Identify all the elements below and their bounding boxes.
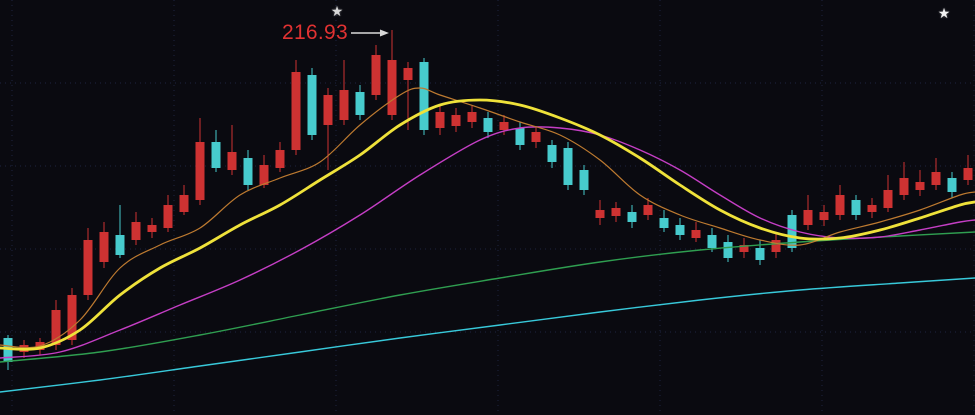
candle-bullish	[371, 55, 381, 95]
candle-bullish	[227, 152, 237, 170]
candle-bullish	[163, 205, 173, 228]
candle-bullish	[259, 165, 269, 185]
ma-line-ma-fast-orange	[0, 87, 975, 349]
ma-line-ma-long-cyan	[0, 277, 975, 393]
candle-bullish	[835, 195, 845, 215]
candle-bullish	[435, 112, 445, 128]
candle-bullish	[803, 210, 813, 225]
candle-bullish	[643, 205, 653, 215]
candle-bullish	[963, 168, 973, 180]
candle-bearish	[515, 128, 525, 145]
candle-bullish	[867, 205, 877, 212]
candle-bearish	[627, 212, 637, 222]
candle-bearish	[707, 235, 717, 248]
candle-bearish	[579, 170, 589, 190]
candle-bearish	[851, 200, 861, 215]
candle-bullish	[819, 212, 829, 220]
candle-bearish	[483, 118, 493, 132]
candle-bearish	[723, 242, 733, 258]
candle-bearish	[755, 248, 765, 260]
candle-bullish	[739, 245, 749, 252]
ma-line-ma-mid-magenta	[0, 126, 975, 359]
candle-bullish	[179, 195, 189, 212]
candle-bullish	[131, 222, 141, 240]
candle-bearish	[243, 158, 253, 185]
candle-bullish	[339, 90, 349, 120]
candle-bearish	[355, 92, 365, 115]
candle-bullish	[51, 310, 61, 345]
candle-bullish	[99, 232, 109, 262]
candle-bullish	[611, 208, 621, 216]
candle-bearish	[563, 148, 573, 185]
candle-bullish	[531, 132, 541, 142]
candle-bullish	[83, 240, 93, 295]
candle-bullish	[691, 230, 701, 238]
candle-bearish	[3, 338, 13, 362]
candle-bullish	[771, 240, 781, 252]
candle-bearish	[419, 62, 429, 130]
candle-bearish	[115, 235, 125, 255]
candle-bearish	[947, 178, 957, 192]
candle-bullish	[883, 190, 893, 208]
candle-bullish	[931, 172, 941, 185]
candle-bearish	[659, 218, 669, 228]
candle-bearish	[675, 225, 685, 235]
candle-bullish	[291, 72, 301, 150]
candle-bullish	[595, 210, 605, 218]
candle-bullish	[915, 182, 925, 190]
ma-line-ma-main-yellow	[0, 98, 975, 351]
candle-bullish	[467, 112, 477, 122]
candle-bullish	[323, 95, 333, 125]
candle-bullish	[147, 225, 157, 232]
candle-bearish	[787, 215, 797, 248]
candle-bullish	[195, 142, 205, 200]
candle-bullish	[451, 115, 461, 126]
candle-bullish	[403, 68, 413, 80]
candle-bullish	[387, 60, 397, 115]
candle-bearish	[211, 142, 221, 168]
candle-bullish	[275, 150, 285, 168]
candle-bullish	[499, 122, 509, 130]
candle-bearish	[547, 145, 557, 162]
candle-bullish	[899, 178, 909, 195]
candle-bullish	[67, 295, 77, 340]
candle-bearish	[307, 75, 317, 135]
